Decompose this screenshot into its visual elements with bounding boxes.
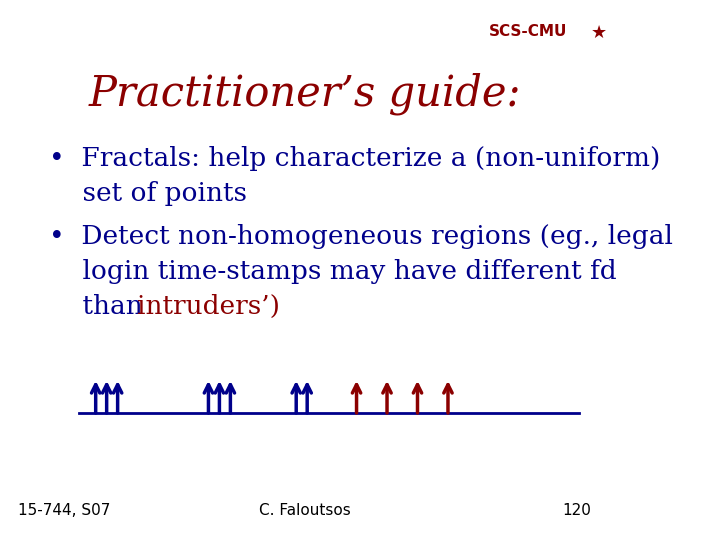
- Text: ★: ★: [591, 24, 608, 42]
- Text: intruders’): intruders’): [137, 294, 279, 319]
- Text: set of points: set of points: [49, 181, 247, 206]
- Text: C. Faloutsos: C. Faloutsos: [259, 503, 351, 518]
- Text: Practitioner’s guide:: Practitioner’s guide:: [89, 73, 521, 116]
- Text: than: than: [49, 294, 151, 319]
- Text: •  Fractals: help characterize a (non-uniform): • Fractals: help characterize a (non-uni…: [49, 146, 660, 171]
- Text: 15-744, S07: 15-744, S07: [18, 503, 111, 518]
- Text: 120: 120: [562, 503, 591, 518]
- Text: SCS-CMU: SCS-CMU: [488, 24, 567, 39]
- Text: login time-stamps may have different fd: login time-stamps may have different fd: [49, 259, 616, 284]
- Text: •  Detect non-homogeneous regions (eg., legal: • Detect non-homogeneous regions (eg., l…: [49, 224, 672, 249]
